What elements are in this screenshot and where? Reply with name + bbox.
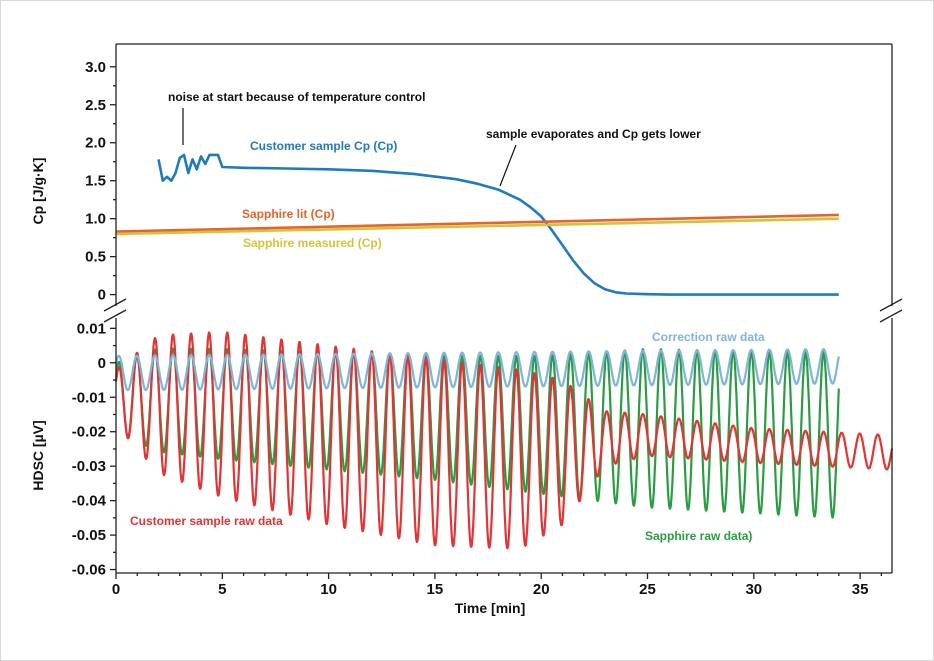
sapphire-measured-cp-label: Sapphire measured (Cp) [243,236,382,250]
sapphire-raw-label: Sapphire raw data) [645,529,752,543]
x-tick-label: 20 [533,581,550,598]
y-tick-label-bottom: -0.02 [72,424,106,441]
x-tick-label: 15 [427,581,444,598]
y-tick-label-top: 3.0 [85,59,106,76]
axis-break-gap-right [878,307,906,317]
annotation-evaporates-pointer [499,144,517,187]
correction-raw-line [114,348,840,392]
y-tick-label-bottom: -0.01 [72,389,106,406]
y-axis-label-bottom: HDSC [µV] [30,420,46,490]
y-tick-label-bottom: -0.06 [72,562,106,579]
x-axis-label: Time [min] [455,600,526,616]
correction-raw-label: Correction raw data [652,330,765,344]
annotation-evaporates: sample evaporates and Cp gets lower [486,127,701,141]
y-tick-label-bottom: 0 [98,355,106,372]
y-tick-label-bottom: -0.04 [72,493,107,510]
sapphire-measured-cp-line [115,217,839,236]
y-tick-label-top: 1.5 [85,173,106,190]
x-tick-label: 0 [112,581,120,598]
y-tick-label-bottom: 0.01 [77,320,106,337]
y-tick-label-bottom: -0.05 [72,527,106,544]
y-tick-label-top: 0.5 [85,249,106,266]
sapphire-lit-cp-label: Sapphire lit (Cp) [242,207,335,221]
y-tick-label-top: 2.0 [85,135,106,152]
x-tick-label: 30 [745,581,762,598]
x-tick-label: 10 [320,581,337,598]
x-tick-label: 25 [639,581,656,598]
axis-break-mark [103,309,127,323]
x-tick-label: 5 [218,581,226,598]
axis-break-gap-left [102,307,130,317]
axis-break-mark [879,298,903,312]
customer-sample-cp-label: Customer sample Cp (Cp) [250,139,397,153]
y-tick-label-top: 0 [98,287,106,304]
x-tick-label: 35 [852,581,869,598]
axis-break-mark [879,309,903,323]
customer-sample-cp-line [157,153,839,296]
customer-sample-raw-line [114,331,894,550]
sapphire-lit-cp-line [115,213,839,233]
y-axis-label-top: Cp [J/g·K] [30,158,46,225]
customer-sample-raw-label: Customer sample raw data [130,514,283,528]
y-tick-label-top: 2.5 [85,97,106,114]
annotation-noise: noise at start because of temperature co… [168,90,425,104]
y-tick-label-top: 1.0 [85,211,106,228]
axis-break-mark [103,298,127,312]
y-tick-label-bottom: -0.03 [72,458,106,475]
